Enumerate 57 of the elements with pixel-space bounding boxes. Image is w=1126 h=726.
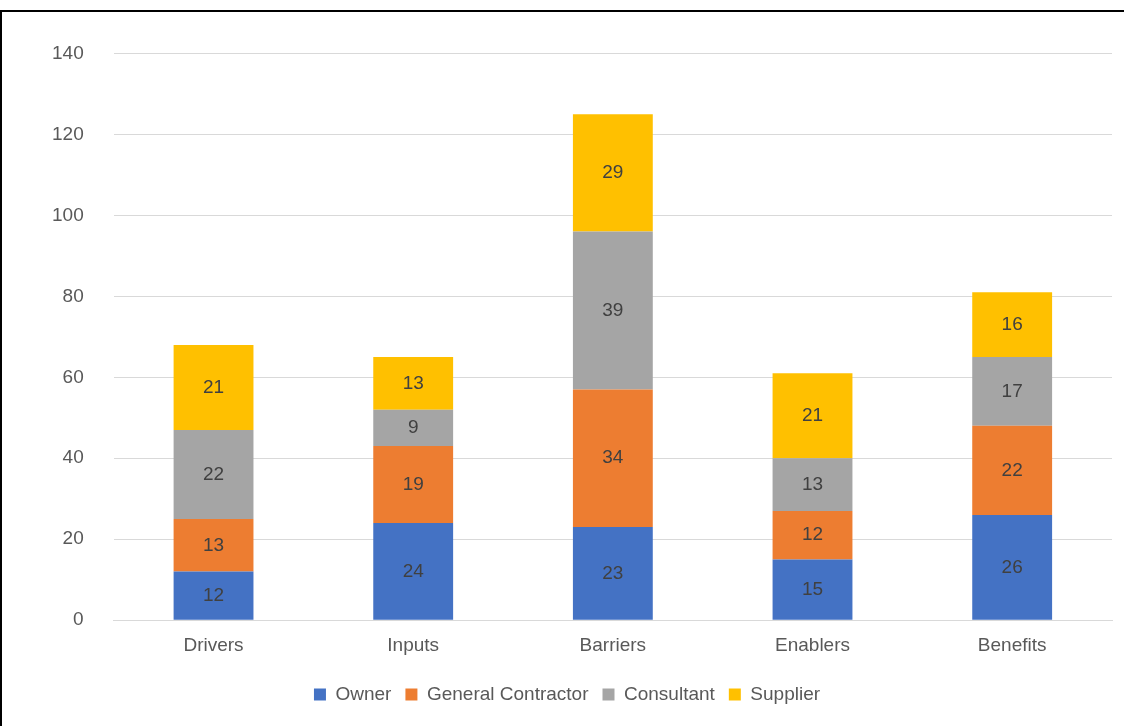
x-tick-label: Barriers bbox=[579, 633, 647, 655]
bar bbox=[572, 114, 653, 232]
data-label: 29 bbox=[602, 161, 624, 183]
legend-label: Supplier bbox=[750, 682, 821, 704]
bar bbox=[772, 458, 853, 511]
data-label: 22 bbox=[202, 462, 225, 484]
bar bbox=[173, 429, 254, 519]
data-label: 17 bbox=[1001, 379, 1023, 401]
data-label: 39 bbox=[602, 298, 624, 320]
x-tick-label: Drivers bbox=[183, 633, 244, 655]
y-tick-label: 100 bbox=[52, 203, 84, 225]
data-label: 24 bbox=[402, 559, 425, 581]
data-label: 19 bbox=[402, 472, 424, 494]
data-label: 13 bbox=[402, 371, 424, 393]
y-tick-label: 0 bbox=[73, 608, 84, 630]
data-label: 34 bbox=[602, 446, 624, 468]
bar bbox=[772, 373, 853, 459]
y-tick-label: 20 bbox=[62, 527, 84, 549]
data-label: 21 bbox=[801, 403, 824, 425]
bar bbox=[173, 571, 254, 620]
bar bbox=[373, 409, 454, 447]
bar bbox=[373, 446, 454, 524]
bar bbox=[972, 425, 1053, 515]
y-tick-label: 140 bbox=[52, 41, 84, 63]
data-label: 15 bbox=[801, 577, 824, 599]
data-label: 23 bbox=[602, 561, 624, 583]
legend-label: Owner bbox=[335, 682, 393, 704]
bar bbox=[772, 510, 853, 560]
y-tick-label: 60 bbox=[62, 365, 84, 387]
x-tick-label: Inputs bbox=[387, 633, 440, 655]
data-label: 13 bbox=[801, 472, 824, 494]
bar bbox=[572, 231, 653, 390]
bar bbox=[772, 559, 853, 620]
data-label: 13 bbox=[202, 533, 225, 555]
data-label: 21 bbox=[202, 375, 225, 397]
bar bbox=[972, 514, 1053, 620]
bar bbox=[972, 292, 1053, 358]
data-label: 12 bbox=[801, 523, 824, 545]
data-label: 22 bbox=[1001, 458, 1023, 480]
bar bbox=[373, 523, 454, 620]
x-tick-label: Enablers bbox=[775, 633, 851, 655]
legend-label: Consultant bbox=[624, 682, 716, 704]
y-tick-label: 80 bbox=[62, 284, 84, 306]
bar bbox=[173, 518, 254, 572]
legend-label: General Contractor bbox=[426, 682, 590, 704]
bar bbox=[173, 344, 254, 430]
bar bbox=[572, 389, 653, 528]
data-label: 12 bbox=[202, 583, 225, 605]
data-label: 26 bbox=[1001, 555, 1023, 577]
bar bbox=[373, 357, 454, 410]
data-label: 9 bbox=[407, 416, 419, 438]
y-tick-label: 40 bbox=[62, 446, 84, 468]
y-tick-label: 120 bbox=[52, 122, 84, 144]
x-tick-label: Benefits bbox=[977, 633, 1047, 655]
bar bbox=[572, 527, 653, 620]
data-label: 16 bbox=[1001, 312, 1023, 334]
bar bbox=[972, 357, 1053, 426]
